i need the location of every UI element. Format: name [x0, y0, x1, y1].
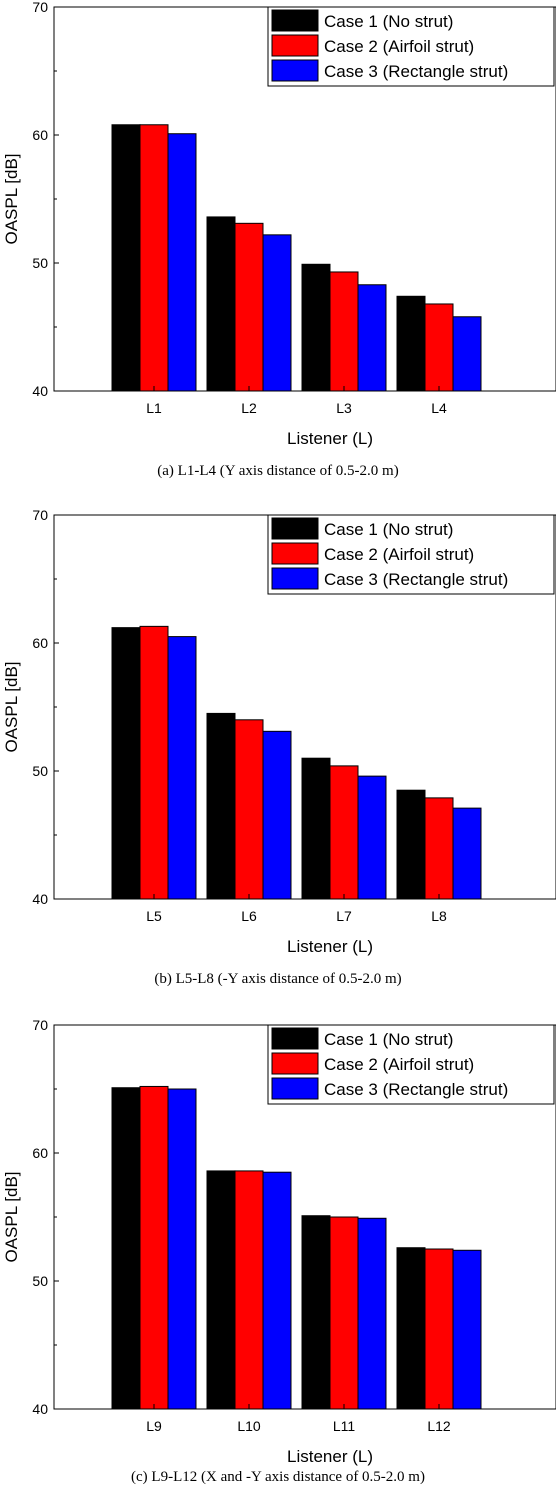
- x-tick-label: L2: [241, 400, 257, 416]
- caption-b: (b) L5-L8 (-Y axis distance of 0.5-2.0 m…: [154, 971, 402, 987]
- x-tick-label: L10: [237, 1418, 261, 1434]
- x-tick-label: L8: [431, 908, 447, 924]
- legend-label-series-3: Case 3 (Rectangle strut): [324, 62, 508, 81]
- bar-L8-series-3: [452, 807, 482, 900]
- bar-L3-series-2: [329, 271, 359, 392]
- y-axis-label: OASPL [dB]: [2, 153, 21, 244]
- x-tick-label: L6: [241, 908, 257, 924]
- y-tick-label: 70: [32, 0, 48, 15]
- bar-L8-series-2: [424, 797, 454, 900]
- bar-L5-series-1: [111, 627, 141, 900]
- legend-label-series-1: Case 1 (No strut): [324, 1030, 453, 1049]
- bar-L2-series-3: [262, 234, 292, 392]
- legend-swatch-series-2: [271, 542, 319, 565]
- chart-b: 40 50 60 70 L5 L6 L7 L8 Listener (L) OASPL [dB] Ca…: [2, 507, 556, 956]
- bar-L6-series-2: [234, 719, 264, 900]
- bar-L6-series-3: [262, 730, 292, 900]
- chart-panel-a: 40 50 60 70 L1 L2 L3 L4 Listener (L) OASPL [dB] Ca…: [0, 0, 556, 496]
- legend-label-series-2: Case 2 (Airfoil strut): [324, 37, 474, 56]
- legend-swatch-series-1: [271, 517, 319, 540]
- bar-L10-series-1: [206, 1170, 236, 1410]
- bar-L9-series-3: [167, 1088, 197, 1410]
- legend-label-series-1: Case 1 (No strut): [324, 520, 453, 539]
- legend-label-series-3: Case 3 (Rectangle strut): [324, 570, 508, 589]
- bar-L7-series-3: [357, 775, 387, 900]
- legend-label-series-1: Case 1 (No strut): [324, 12, 453, 31]
- bar-L8-series-1: [396, 789, 426, 900]
- y-tick-label: 60: [32, 1145, 48, 1161]
- y-tick-label: 40: [32, 891, 48, 907]
- bar-L7-series-1: [301, 757, 331, 900]
- bar-L12-series-3: [452, 1249, 482, 1410]
- legend-label-series-3: Case 3 (Rectangle strut): [324, 1080, 508, 1099]
- x-axis-label: Listener (L): [287, 429, 373, 448]
- x-axis-label: Listener (L): [287, 1447, 373, 1466]
- y-tick-label: 60: [32, 127, 48, 143]
- caption-a: (a) L1-L4 (Y axis distance of 0.5-2.0 m): [157, 463, 399, 479]
- bar-L11-series-3: [357, 1217, 387, 1410]
- bar-L6-series-1: [206, 712, 236, 900]
- x-tick-label: L11: [333, 1418, 356, 1434]
- bar-L2-series-2: [234, 222, 264, 392]
- bar-L2-series-1: [206, 216, 236, 392]
- x-tick-label: L4: [431, 400, 447, 416]
- x-tick-label: L7: [336, 908, 352, 924]
- bar-L4-series-1: [396, 295, 426, 392]
- y-tick-label: 50: [32, 1273, 48, 1289]
- chart-panel-b: 40 50 60 70 L5 L6 L7 L8 Listener (L) OASPL [dB] Ca…: [0, 507, 556, 1004]
- legend-swatch-series-2: [271, 1052, 319, 1075]
- x-tick-label: L9: [146, 1418, 162, 1434]
- legend-swatch-series-1: [271, 1027, 319, 1050]
- chart-panel-c: 40 50 60 70 L9 L10 L11 L12 Listener (L) OASPL [dB…: [0, 1017, 556, 1496]
- bar-L4-series-2: [424, 303, 454, 392]
- legend-swatch-series-3: [271, 1077, 319, 1100]
- chart-a: 40 50 60 70 L1 L2 L3 L4 Listener (L) OASPL [dB] Ca…: [2, 0, 556, 448]
- legend-label-series-2: Case 2 (Airfoil strut): [324, 1055, 474, 1074]
- bar-L11-series-1: [301, 1215, 331, 1410]
- x-tick-label: L5: [146, 908, 162, 924]
- caption-c: (c) L9-L12 (X and -Y axis distance of 0.…: [131, 1469, 425, 1485]
- bar-L10-series-3: [262, 1171, 292, 1410]
- y-tick-label: 50: [32, 255, 48, 271]
- y-tick-label: 60: [32, 635, 48, 651]
- bar-L12-series-2: [424, 1248, 454, 1410]
- bar-L1-series-1: [111, 124, 141, 392]
- bar-L7-series-2: [329, 765, 359, 900]
- bar-L3-series-3: [357, 284, 387, 392]
- chart-c: 40 50 60 70 L9 L10 L11 L12 Listener (L) OASPL [dB…: [2, 1017, 556, 1466]
- x-tick-label: L3: [336, 400, 352, 416]
- y-tick-label: 50: [32, 763, 48, 779]
- bar-L9-series-2: [139, 1085, 169, 1410]
- bar-L3-series-1: [301, 263, 331, 392]
- bar-L4-series-3: [452, 316, 482, 392]
- y-axis-label: OASPL [dB]: [2, 1171, 21, 1262]
- legend-swatch-series-3: [271, 59, 319, 82]
- bar-L9-series-1: [111, 1087, 141, 1410]
- bar-L1-series-3: [167, 133, 197, 392]
- bar-L5-series-3: [167, 636, 197, 900]
- y-tick-label: 70: [32, 507, 48, 523]
- bar-L10-series-2: [234, 1170, 264, 1410]
- bar-L12-series-1: [396, 1247, 426, 1410]
- bar-L11-series-2: [329, 1216, 359, 1410]
- legend-swatch-series-2: [271, 34, 319, 57]
- x-tick-label: L1: [146, 400, 162, 416]
- legend-swatch-series-1: [271, 9, 319, 32]
- x-tick-label: L12: [427, 1418, 451, 1434]
- y-tick-label: 40: [32, 383, 48, 399]
- legend-label-series-2: Case 2 (Airfoil strut): [324, 545, 474, 564]
- y-tick-label: 40: [32, 1401, 48, 1417]
- y-axis-label: OASPL [dB]: [2, 661, 21, 752]
- x-axis-label: Listener (L): [287, 937, 373, 956]
- bar-L1-series-2: [139, 124, 169, 392]
- y-tick-label: 70: [32, 1017, 48, 1033]
- legend-swatch-series-3: [271, 567, 319, 590]
- bar-L5-series-2: [139, 625, 169, 900]
